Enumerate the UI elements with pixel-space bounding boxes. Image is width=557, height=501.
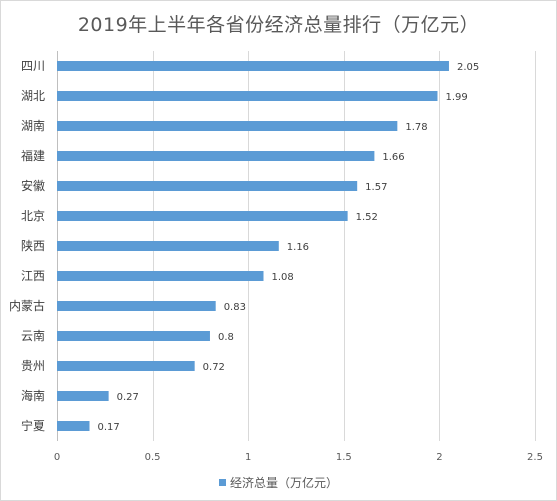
- category-label: 江西: [21, 269, 45, 283]
- data-label: 1.08: [271, 272, 293, 283]
- x-tick-label: 0: [54, 452, 60, 463]
- data-label: 1.66: [382, 152, 404, 163]
- category-label: 陕西: [21, 238, 45, 253]
- x-tick-label: 2: [436, 452, 442, 463]
- bar: [57, 61, 449, 71]
- data-label: 0.72: [203, 362, 225, 373]
- bar: [57, 421, 90, 431]
- bar: [57, 331, 210, 341]
- category-label: 安徽: [21, 178, 45, 193]
- category-label: 福建: [21, 148, 45, 163]
- x-tick-label: 2.5: [527, 452, 543, 463]
- chart-title: 2019年上半年各省份经济总量排行（万亿元）: [77, 14, 480, 36]
- data-label: 1.16: [287, 242, 309, 253]
- data-label: 0.8: [218, 332, 234, 343]
- category-label: 内蒙古: [9, 298, 45, 313]
- bar: [57, 271, 264, 281]
- bar: [57, 241, 279, 251]
- data-label: 1.57: [365, 182, 387, 193]
- legend: 经济总量（万亿元）: [0, 474, 557, 491]
- x-tick-label: 1.5: [336, 452, 352, 463]
- data-label: 0.17: [98, 422, 120, 433]
- category-label: 北京: [21, 209, 45, 223]
- category-label: 湖南: [21, 118, 45, 133]
- bar: [57, 151, 375, 161]
- data-label: 1.78: [405, 122, 427, 133]
- category-label: 贵州: [21, 359, 45, 373]
- bar: [57, 391, 109, 401]
- data-label: 2.05: [457, 62, 479, 73]
- bar: [57, 91, 438, 101]
- legend-swatch: [218, 479, 226, 486]
- bar: [57, 361, 195, 371]
- x-tick-label: 0.5: [145, 452, 161, 463]
- data-label: 1.52: [356, 212, 378, 223]
- bar: [57, 301, 216, 311]
- bar: [57, 121, 398, 131]
- bar: [57, 181, 358, 191]
- data-label: 1.99: [445, 92, 467, 103]
- data-label: 0.27: [117, 392, 139, 403]
- bar: [57, 211, 348, 221]
- category-label: 湖北: [21, 88, 45, 103]
- legend-label: 经济总量（万亿元）: [229, 476, 338, 490]
- data-label: 0.83: [224, 302, 246, 313]
- category-label: 云南: [21, 328, 45, 343]
- category-label: 四川: [21, 59, 45, 73]
- x-tick-label: 1: [245, 452, 251, 463]
- category-label: 海南: [21, 388, 45, 403]
- category-label: 宁夏: [21, 418, 45, 433]
